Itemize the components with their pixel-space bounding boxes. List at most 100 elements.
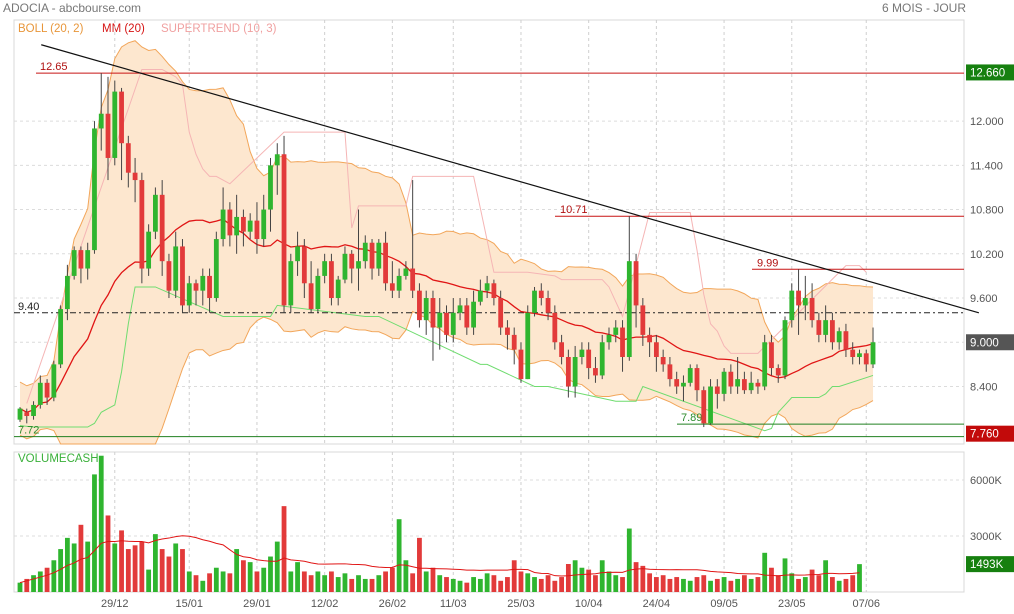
candle-body xyxy=(721,371,727,394)
candle-body xyxy=(301,246,307,284)
volume-bar xyxy=(301,571,307,592)
volume-bar xyxy=(105,515,111,592)
volume-bar xyxy=(288,571,294,592)
reference-label: 12.65 xyxy=(40,61,68,73)
candle-body xyxy=(213,239,219,299)
volume-bar xyxy=(98,455,104,592)
candle-body xyxy=(389,283,395,291)
candle-body xyxy=(37,382,43,405)
price-panel-frame xyxy=(13,19,965,445)
volume-bar xyxy=(207,573,212,592)
candle-body xyxy=(295,246,300,262)
volume-bar xyxy=(633,562,639,592)
y-tick-label: 6000K xyxy=(970,475,1002,487)
volume-bar xyxy=(220,571,226,592)
candle-body xyxy=(247,220,253,232)
y-tick-label: 10.800 xyxy=(970,205,1004,217)
volume-bar xyxy=(559,577,564,592)
candle-body xyxy=(775,368,781,376)
candle-body xyxy=(24,412,30,416)
candle-body xyxy=(376,242,382,269)
volume-bar xyxy=(139,541,145,592)
candle-body xyxy=(78,250,84,269)
volume-bar xyxy=(518,571,524,592)
boll-indicator-label[interactable]: BOLL (20, 2) xyxy=(18,23,84,35)
volume-bar xyxy=(51,560,57,592)
candle-body xyxy=(728,371,734,387)
candle-body xyxy=(863,353,869,365)
candle-body xyxy=(606,334,612,343)
candle-body xyxy=(180,246,185,306)
volume-bar xyxy=(802,577,808,592)
volume-bar xyxy=(728,580,734,592)
volume-bar xyxy=(769,567,774,592)
bollinger-band-fill xyxy=(20,40,874,444)
volume-bar xyxy=(58,549,64,592)
candle-body xyxy=(261,209,267,240)
volume-bar xyxy=(857,564,862,592)
candle-body xyxy=(200,275,206,291)
candle-body xyxy=(599,342,605,376)
candle-body xyxy=(349,253,355,269)
candle-body xyxy=(410,268,416,291)
candle-body xyxy=(640,305,646,335)
candle-body xyxy=(308,283,314,310)
candle-body xyxy=(850,349,856,358)
candle-body xyxy=(173,246,179,291)
x-tick-label: 15/01 xyxy=(175,598,203,610)
volume-bar xyxy=(227,573,233,592)
candle-body xyxy=(830,320,835,343)
y-tick-label: 12.000 xyxy=(970,116,1004,128)
candle-body xyxy=(491,283,497,299)
volume-bar xyxy=(471,577,476,592)
candle-body xyxy=(735,379,741,387)
volume-bar xyxy=(565,564,571,592)
ma-indicator-label[interactable]: MM (20) xyxy=(102,23,145,35)
candle-body xyxy=(796,290,801,306)
volume-bar xyxy=(593,575,598,592)
x-tick-label: 29/01 xyxy=(243,598,271,610)
candle-body xyxy=(464,305,470,328)
candle-body xyxy=(545,298,551,313)
volume-bar xyxy=(322,575,328,592)
volume-bar xyxy=(694,577,700,592)
candle-body xyxy=(356,261,361,269)
candle-body xyxy=(64,275,70,310)
volume-bar xyxy=(200,580,206,592)
candle-body xyxy=(674,379,680,387)
candle-body xyxy=(613,327,619,335)
volume-bar xyxy=(234,549,240,592)
candle-body xyxy=(471,301,476,328)
volume-bar xyxy=(620,577,625,592)
volume-bar xyxy=(153,534,158,592)
candle-body xyxy=(809,298,815,321)
candle-body xyxy=(362,242,368,262)
candle-body xyxy=(518,349,524,380)
candle-body xyxy=(741,379,747,391)
supertrend-indicator-label[interactable]: SUPERTREND (10, 3) xyxy=(161,23,277,35)
volume-bar xyxy=(830,577,835,592)
candle-body xyxy=(681,382,686,387)
volume-bar xyxy=(762,552,768,592)
volume-bar xyxy=(498,580,504,592)
volume-bar xyxy=(423,571,429,592)
volume-bar xyxy=(17,582,23,592)
volume-bar xyxy=(579,567,585,592)
volume-bar xyxy=(159,549,165,592)
candle-body xyxy=(437,312,443,328)
volume-bar xyxy=(586,569,592,592)
volume-bar xyxy=(484,573,490,592)
x-tick-label: 25/03 xyxy=(507,598,535,610)
volume-bar xyxy=(125,549,131,592)
volume-bar xyxy=(376,575,382,592)
period-label[interactable]: 6 MOIS - JOUR xyxy=(881,1,966,15)
candle-body xyxy=(769,342,774,369)
volume-bar xyxy=(714,578,720,592)
volume-bar xyxy=(281,506,287,592)
volume-bar xyxy=(247,562,253,592)
candle-body xyxy=(423,298,429,321)
candle-body xyxy=(836,331,842,343)
volume-bar xyxy=(383,571,388,592)
candle-body xyxy=(579,349,585,358)
